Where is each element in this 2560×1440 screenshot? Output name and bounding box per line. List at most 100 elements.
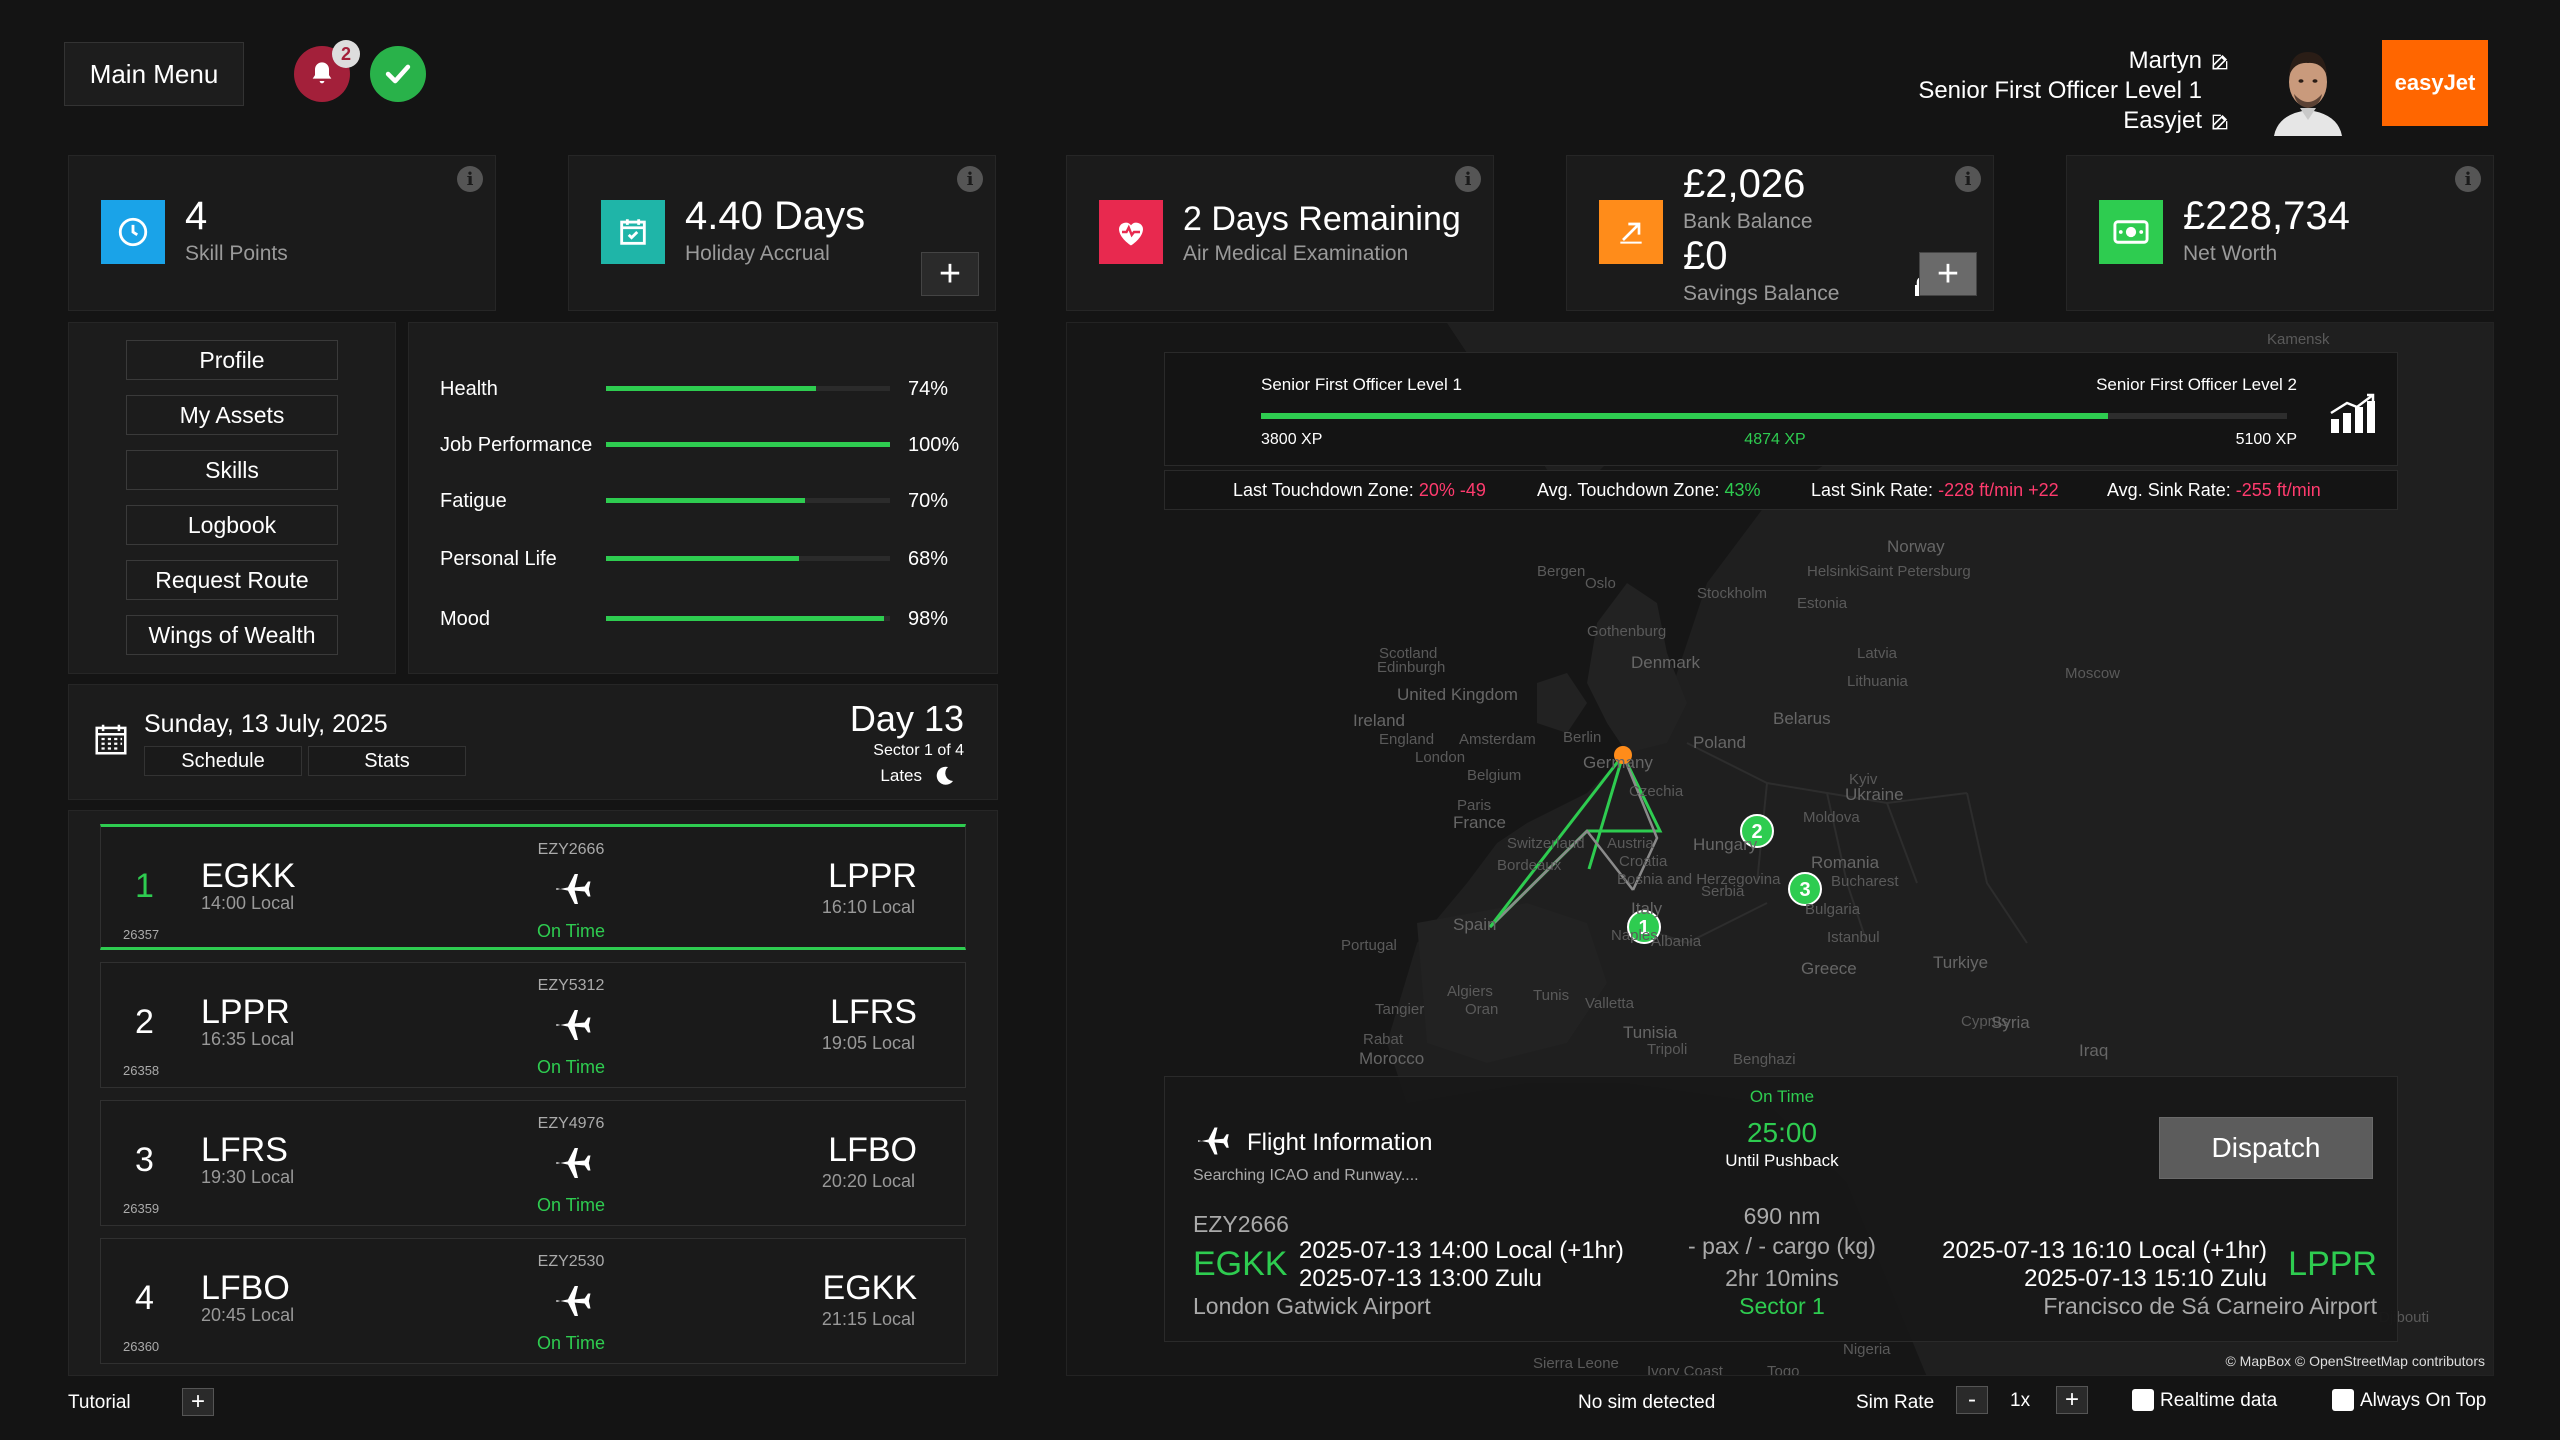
medical-value: 2 Days Remaining [1183,200,1461,238]
day-counter: Day 13 [849,698,964,739]
tutorial-label: Tutorial [68,1392,131,1413]
clock-icon [101,200,165,264]
skill-points-label: Skill Points [185,242,288,265]
map-place-label: Italy [1631,899,1663,918]
flight-number: EZY2666 [1193,1211,1289,1237]
realtime-data-label: Realtime data [2160,1390,2278,1411]
last-tdz-value: 20% -49 [1418,480,1486,500]
sim-rate-decrease-button[interactable]: - [1956,1386,1988,1414]
always-on-top-checkbox[interactable] [2332,1389,2354,1411]
leg-departure: EGKK [201,857,296,895]
avatar[interactable] [2270,36,2346,136]
stat-value: 100% [908,434,960,456]
add-holiday-button[interactable]: + [921,252,979,296]
leg-arrival-time: 16:10 Local [821,897,915,917]
sector-label: Sector 1 [1739,1293,1825,1319]
map-place-label: Switzerland [1507,835,1585,852]
map-place-label: Albania [1651,933,1702,950]
info-icon[interactable]: i [1455,166,1481,192]
map-place-label: Iraq [2079,1041,2109,1060]
tab-stats[interactable]: Stats [308,746,466,776]
stat-bar-fill [606,556,800,561]
shift-label: Lates [880,766,922,785]
map-attribution[interactable]: © MapBox © OpenStreetMap contributors [2225,1353,2485,1369]
tutorial-add-button[interactable]: + [182,1388,214,1416]
wings-of-wealth-button[interactable]: Wings of Wealth [126,615,338,655]
info-icon[interactable]: i [957,166,983,192]
arrival-icao: LPPR [2288,1245,2377,1283]
realtime-data-checkbox[interactable] [2132,1389,2154,1411]
info-icon[interactable]: i [457,166,483,192]
leg-departure-time: 16:35 Local [201,1029,295,1049]
calendar-check-icon [601,200,665,264]
stat-bar-fill [606,616,885,621]
always-on-top-label: Always On Top [2360,1390,2487,1411]
main-menu-button[interactable]: Main Menu [64,42,244,106]
map-place-label: Kamensk [2267,331,2330,348]
map-place-label: Poland [1693,733,1746,752]
my-assets-button[interactable]: My Assets [126,395,338,435]
leg-flight-number: EZY2530 [537,1253,605,1270]
info-icon[interactable]: i [2455,166,2481,192]
next-rank-label: Senior First Officer Level 2 [2096,375,2297,394]
leg-registration: 26360 [123,1339,160,1354]
map-place-label: Bosnia and Herzegovina [1617,871,1781,888]
add-savings-button[interactable]: + [1919,252,1977,296]
flight-leg[interactable]: 3 26359 LFRS 19:30 Local EZY4976 On Time… [100,1100,966,1226]
flight-leg[interactable]: 2 26358 LPPR 16:35 Local EZY5312 On Time… [100,962,966,1088]
map-place-label: Spain [1453,915,1497,934]
flight-leg[interactable]: 4 26360 LFBO 20:45 Local EZY2530 On Time… [100,1238,966,1364]
edit-name-icon[interactable] [2210,52,2230,72]
profile-button[interactable]: Profile [126,340,338,380]
tab-schedule[interactable]: Schedule [144,746,302,776]
medical-card: 2 Days Remaining Air Medical Examination… [1066,155,1494,311]
last-tdz-label: Last Touchdown Zone: [1233,480,1414,500]
heart-pulse-icon [1099,200,1163,264]
map-place-label: Latvia [1857,645,1898,662]
map-place-label: Oran [1465,1001,1499,1018]
flight-info-title: Flight Information [1247,1129,1433,1156]
marker-1: 1 [1627,910,1661,944]
leg-arrival: LPPR [828,857,917,895]
user-name: Martyn [2128,47,2202,74]
leg-departure-time: 20:45 Local [201,1305,295,1325]
map-place-label: Moldova [1803,809,1860,826]
map-place-label: Gothenburg [1587,623,1667,640]
schedule-date: Sunday, 13 July, 2025 [144,710,388,738]
map-place-label: Nigeria [1843,1341,1891,1358]
leg-status: On Time [536,1333,606,1353]
holiday-label: Holiday Accrual [685,242,830,265]
logbook-button[interactable]: Logbook [126,505,338,545]
leg-arrival-time: 19:05 Local [821,1033,915,1053]
stat-bar-fill [606,386,817,391]
map-place-label: Bulgaria [1805,901,1861,918]
stat-value: 74% [908,378,949,400]
skills-button[interactable]: Skills [126,450,338,490]
last-sink-label: Last Sink Rate: [1811,480,1934,500]
map-place-label: Moscow [2065,665,2121,682]
map-place-label: Morocco [1359,1049,1425,1068]
map-place-label: Algiers [1447,983,1493,1000]
map-place-label: Tripoli [1647,1041,1688,1058]
map-place-label: Denmark [1631,653,1700,672]
info-icon[interactable]: i [1955,166,1981,192]
rank-chart-icon[interactable] [2327,391,2377,435]
leg-departure-time: 19:30 Local [201,1167,295,1187]
sim-rate-increase-button[interactable]: + [2056,1386,2088,1414]
map-place-label: England [1379,731,1435,748]
plane-icon [553,1005,593,1045]
sector-counter: Sector 1 of 4 [873,742,964,759]
edit-airline-icon[interactable] [2210,112,2230,132]
stat-bar [606,386,890,391]
stat-value: 68% [908,548,949,570]
map-place-label: Valletta [1585,995,1634,1012]
leg-status: On Time [536,1057,606,1077]
flight-leg[interactable]: 1 26357 EGKK 14:00 Local EZY2666 On Time… [100,824,966,950]
map-place-label: Austria [1607,835,1654,852]
leg-departure: LFBO [201,1269,290,1307]
request-route-button[interactable]: Request Route [126,560,338,600]
status-check-icon[interactable] [370,46,426,102]
bank-balance-value: £2,026 [1683,162,1806,206]
dispatch-button[interactable]: Dispatch [2159,1117,2373,1179]
avg-tdz-label: Avg. Touchdown Zone: [1537,480,1720,500]
